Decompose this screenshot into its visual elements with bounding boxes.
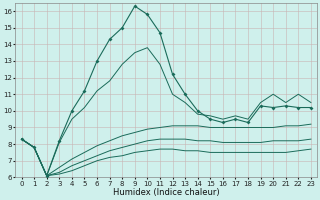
X-axis label: Humidex (Indice chaleur): Humidex (Indice chaleur): [113, 188, 220, 197]
